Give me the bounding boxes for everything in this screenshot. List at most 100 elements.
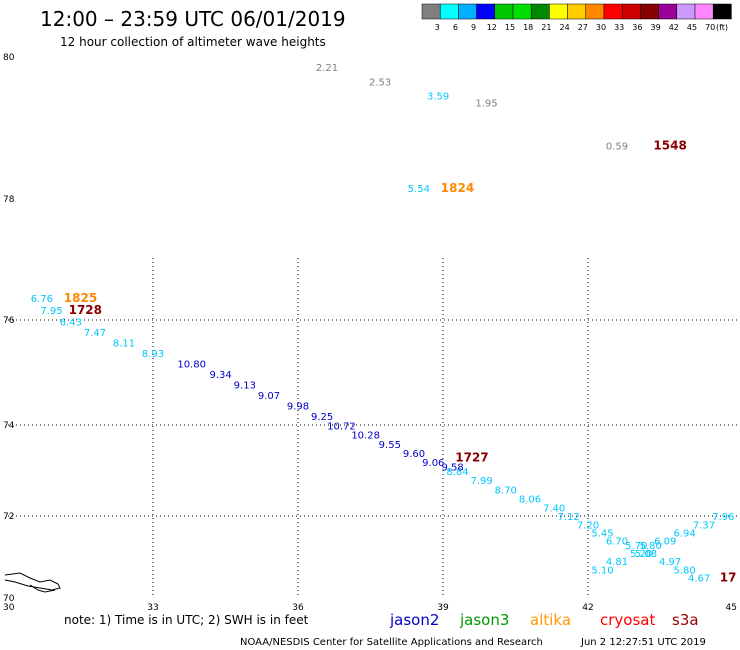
wave-height-value: 6.09 [654,537,676,548]
legend-label: 36 [632,23,642,32]
legend-swatch [585,3,605,20]
legend-label: 42 [669,23,679,32]
lat-tick-label: 80 [3,53,15,63]
wave-height-value: 10.28 [351,431,380,442]
wave-height-value: 5.20 [630,549,652,560]
lat-tick-label: 74 [3,421,15,431]
legend-label: 18 [523,23,533,32]
wave-height-value: 9.06 [422,458,444,469]
wave-height-value: 6.43 [60,317,82,328]
wave-height-value: 5.70 [625,541,647,552]
lat-tick-label: 72 [3,512,14,522]
wave-height-value: 8.84 [446,467,468,478]
wave-height-value: 7.96 [712,512,734,523]
wave-height-value: 8.93 [142,349,164,360]
wave-height-value: 7.95 [40,306,62,317]
pass-time: 1728 [69,303,102,317]
legend-label: 6 [453,23,458,32]
lon-tick-label: 30 [3,603,15,613]
wave-height-value: 6.94 [673,529,695,540]
wave-height-value: 9.98 [287,401,309,412]
satellite-name: s3a [672,611,699,629]
coastline [4,572,61,591]
wave-height-value: 4.81 [606,557,628,568]
footnote: note: 1) Time is in UTC; 2) SWH is in fe… [64,613,309,627]
lon-tick-label: 33 [147,603,158,613]
wave-height-value: 6.76 [31,294,53,305]
wave-height-value: 7.20 [577,520,599,531]
wave-height-value: 2.21 [316,63,338,74]
legend-label: 21 [541,23,551,32]
legend-swatch [494,3,514,20]
legend-label: 39 [651,23,661,32]
wave-height-value: 0.59 [606,141,628,152]
legend-label: 30 [596,23,606,32]
page-title: 12:00 – 23:59 UTC 06/01/2019 [40,7,346,31]
wave-height-value: 3.59 [427,92,449,103]
coastline-inlet [29,584,56,593]
legend-swatch [458,3,477,20]
wave-height-value: 9.55 [379,440,401,451]
lat-tick-label: 70 [3,594,15,604]
wave-height-value: 4.97 [659,557,681,568]
lat-tick-label: 78 [3,195,15,205]
legend-swatch [676,3,696,20]
credit: NOAA/NESDIS Center for Satellite Applica… [240,637,543,648]
legend-label: 15 [505,23,515,32]
wave-height-value: 6.70 [606,537,628,548]
legend-swatch [658,3,678,20]
pass-time: 1548 [653,138,686,152]
legend-label: 70 [705,23,715,32]
wave-height-value: 8.06 [519,494,541,505]
wave-height-value: 8.70 [495,485,517,496]
legend-label: 33 [614,23,624,32]
wave-height-points: 2.21 2.53 1.95 0.59 3.59 5.54 6.767.956.437.47… [31,63,735,584]
wave-height-value: 5.45 [591,529,613,540]
wave-height-value: 9.07 [258,391,280,402]
legend-swatch [603,3,623,20]
legend-swatch [512,3,532,20]
map-grid [8,258,740,598]
wave-height-value: 9.25 [311,412,333,423]
wave-height-value: 7.12 [557,512,579,523]
color-legend: 3 6 9 12 15 18 21 24 27 30 33 36 39 42 45 70 (ft) [421,3,732,32]
legend-label: 45 [687,23,697,32]
wave-height-value: 5.08 [635,549,657,560]
wave-height-value: 5.10 [591,565,613,576]
legend-swatch [476,3,496,20]
pass-time: 1727 [455,450,488,464]
lat-tick-label: 76 [3,316,15,326]
pass-time: 1825 [64,291,97,305]
pass-time: 1824 [441,181,474,195]
legend-swatch [439,3,459,20]
wave-height-value: 9.34 [210,370,232,381]
wave-height-value: 7.47 [84,328,106,339]
legend-label: 3 [435,23,440,32]
timestamp: Jun 2 12:27:51 UTC 2019 [580,637,706,648]
wave-height-value: 2.53 [369,77,391,88]
legend-swatch [567,3,587,20]
lon-tick-label: 36 [292,603,304,613]
legend-swatch [421,3,441,20]
lon-tick-label: 39 [437,603,449,613]
satellite-name: jason2 [389,611,439,629]
legend-swatch [694,3,714,20]
wave-height-value: 7.99 [471,476,493,487]
satellite-name: cryosat [600,611,655,629]
wave-height-value: 4.67 [688,574,710,585]
wave-height-value: 9.58 [442,463,464,474]
wave-height-value: 7.40 [543,503,565,514]
wave-height-value: 10.72 [327,422,356,433]
page-subtitle: 12 hour collection of altimeter wave hei… [60,35,326,49]
wave-height-value: 5.54 [408,184,430,195]
wave-height-value: 9.13 [234,380,256,391]
lon-tick-label: 45 [726,603,737,613]
map-axes: 30 33 36 39 42 45 80 78 76 74 72 70 [3,53,737,613]
legend-swatch [640,3,659,20]
legend-label: 27 [578,23,588,32]
legend-label: 9 [471,23,476,32]
legend-label: 12 [487,23,497,32]
satellite-legend: jason2 jason3 altika cryosat s3a [389,611,699,629]
legend-swatch [712,3,732,20]
